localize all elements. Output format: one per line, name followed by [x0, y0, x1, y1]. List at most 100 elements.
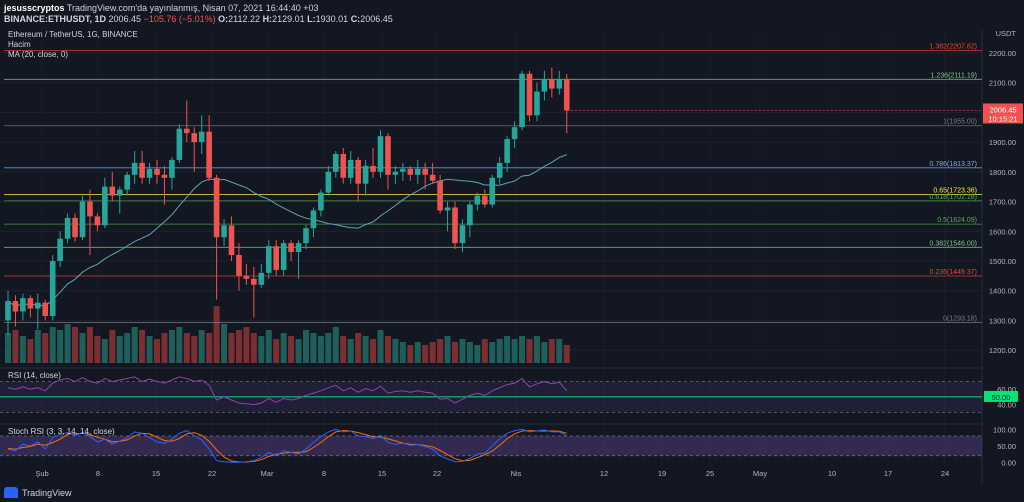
volume-bar: [422, 345, 429, 363]
volume-bar: [154, 339, 160, 363]
candle-body: [541, 79, 548, 92]
time-tick-label: Mar: [261, 469, 274, 478]
fib-level-label: 0.5(1624.09): [937, 217, 977, 224]
rsi-label: RSI (14, close): [8, 371, 61, 380]
candle-body: [5, 301, 11, 321]
price-tick-label: 2200.00: [989, 49, 1016, 58]
time-tick-label: Şub: [35, 469, 48, 478]
symbol-info: BINANCE:ETHUSDT, 1D 2006.45 −105.76 (−5.…: [4, 14, 393, 24]
volume-bar: [392, 339, 399, 363]
author-name[interactable]: jesusscryptos: [4, 3, 65, 13]
stoch-tick-label: 50.00: [997, 442, 1016, 451]
legend-title: Ethereum / TetherUS, 1G, BINANCE: [8, 30, 138, 39]
candle-body: [370, 165, 376, 172]
candle-body: [318, 192, 324, 211]
time-tick-label: 22: [433, 469, 441, 478]
volume-bar: [303, 330, 309, 363]
volume-bar: [42, 333, 49, 363]
price-axis[interactable]: 2200.002100.002000.001900.001800.001700.…: [566, 30, 1023, 355]
volume-bar: [444, 336, 451, 363]
volume-bar: [265, 330, 272, 363]
volume-bar: [504, 336, 511, 363]
price-chart[interactable]: 1.382(2207.82) 1.236(2111.19) 1(1955.00) 0.…: [0, 30, 1024, 484]
fib-level-label: 0.786(1813.37): [930, 161, 977, 168]
volume-bar: [563, 345, 570, 363]
last-price: 2006.45: [108, 14, 142, 24]
candle-body: [377, 136, 384, 172]
price-tick-label: 1800.00: [989, 168, 1016, 177]
candle-body: [549, 79, 555, 89]
candle-body: [347, 159, 354, 178]
time-axis[interactable]: Şub 8 15 22 Mar 8 15 22 Nis 12 19 25 May 10 17 24: [35, 469, 949, 478]
close-value: 2006.45: [360, 14, 393, 24]
volume-bar: [86, 327, 93, 363]
candle-body: [109, 186, 116, 196]
candle-body: [228, 225, 235, 256]
candle-body: [87, 201, 93, 217]
published-text: TradingView.com'da yayınlanmış, Nisan 07…: [66, 3, 319, 13]
tradingview-brand[interactable]: TradingView: [22, 488, 72, 498]
volume-bar: [489, 342, 496, 363]
currency-label: USDT: [996, 30, 1017, 38]
candle-body: [273, 246, 279, 270]
candle-body: [519, 73, 525, 128]
moving-average: [7, 154, 567, 307]
time-tick-label: May: [753, 469, 767, 478]
volume-bar: [250, 333, 257, 363]
fib-retracement: 1.382(2207.82) 1.236(2111.19) 1(1955.00) 0.…: [4, 44, 982, 323]
volume-bar: [131, 327, 138, 363]
ma-line: [7, 154, 567, 307]
candle-body: [280, 243, 287, 270]
candle-body: [482, 195, 488, 205]
candle-body: [511, 127, 518, 140]
volume-bar: [94, 336, 101, 363]
volume-bar: [27, 339, 34, 363]
candle-body: [489, 177, 496, 205]
volume-bar: [19, 336, 26, 363]
stoch-band: [0, 435, 982, 456]
volume-bar: [109, 330, 116, 363]
candle-body: [400, 168, 406, 172]
candle-body: [474, 195, 481, 205]
candle-body: [131, 162, 138, 175]
candle-body: [310, 210, 317, 229]
candle-body: [236, 255, 242, 276]
candle-body: [556, 79, 563, 89]
price-change: −105.76 (−5.01%): [143, 14, 216, 24]
candle-body: [385, 136, 391, 175]
volume-bar: [437, 339, 444, 363]
stoch-tick-label: 0.00: [1001, 458, 1016, 467]
candle-body: [176, 128, 183, 160]
volume-bar: [258, 336, 265, 363]
time-tick-label: 22: [208, 469, 216, 478]
volume-bar: [533, 336, 540, 363]
tradingview-logo-icon: [4, 487, 18, 498]
publish-info: jesusscryptos TradingView.com'da yayınla…: [4, 3, 319, 13]
price-tick-label: 2100.00: [989, 79, 1016, 88]
time-tick-label: 10: [828, 469, 836, 478]
price-tick-label: 1900.00: [989, 138, 1016, 147]
rsi-value-tag: [984, 390, 1018, 402]
candle-body: [355, 159, 361, 184]
volume-bar: [198, 330, 205, 363]
volume-bar: [139, 330, 146, 363]
volume-bar: [548, 339, 555, 363]
volume-bar: [101, 339, 108, 363]
candle-body: [94, 216, 101, 226]
candle-body: [452, 207, 458, 244]
open-value: 2112.22: [228, 14, 261, 24]
volume-bar: [49, 327, 56, 363]
candle-body: [258, 272, 265, 285]
volume-bar: [429, 342, 436, 363]
volume-bar: [370, 339, 377, 363]
volume-bar: [332, 327, 339, 363]
candle-body: [20, 298, 26, 312]
volume-bar: [176, 327, 183, 363]
candle-body: [251, 278, 257, 285]
time-tick-label: 8: [96, 469, 100, 478]
candle-body: [444, 207, 451, 211]
fib-level-label: 0.65(1723.36): [933, 188, 977, 195]
volume-bar: [399, 342, 406, 363]
price-tick-label: 1400.00: [989, 287, 1016, 296]
volume-bar: [213, 306, 220, 363]
